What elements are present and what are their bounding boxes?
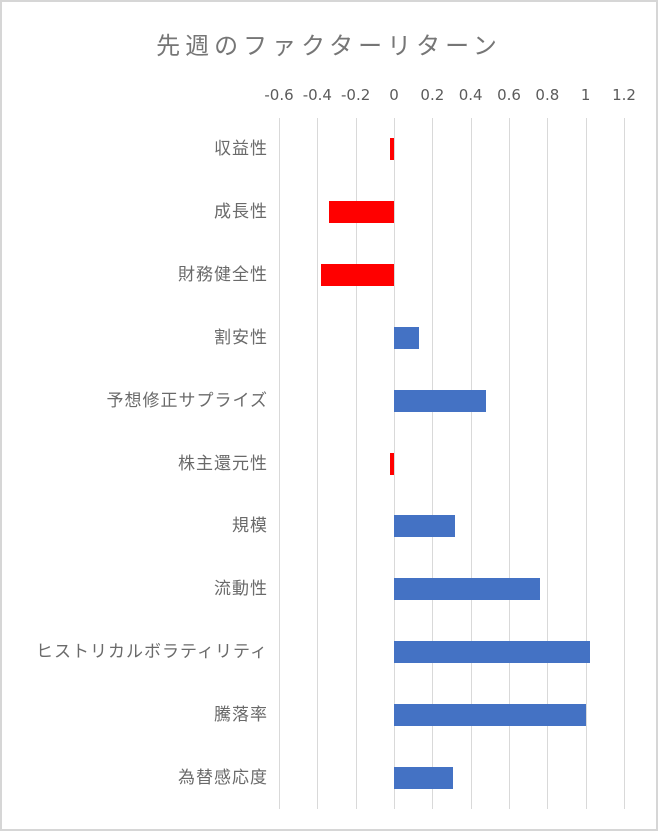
bar	[321, 264, 394, 287]
category-label: 収益性	[214, 139, 268, 160]
category-label: 予想修正サプライズ	[106, 390, 268, 411]
gridline	[547, 118, 549, 809]
x-axis-tick-label: -0.2	[341, 86, 371, 104]
x-axis-tick-label: -0.6	[264, 86, 294, 104]
gridline	[509, 118, 510, 809]
chart-title: 先週のファクターリターン	[156, 32, 502, 60]
gridline	[394, 118, 395, 809]
bar	[394, 766, 454, 789]
bar	[390, 452, 394, 475]
category-label: 規模	[232, 516, 268, 537]
bar	[394, 389, 486, 412]
x-axis-tick-label: 0.8	[535, 86, 560, 104]
bar	[328, 201, 394, 224]
category-label: 株主還元性	[178, 453, 268, 474]
x-axis-tick-label: 0.4	[458, 86, 483, 104]
bar	[394, 515, 456, 538]
x-axis-tick-label: 1	[580, 86, 591, 104]
category-label: ヒストリカルボラティリティ	[36, 641, 268, 662]
gridline	[432, 118, 434, 809]
bar	[390, 138, 394, 161]
category-label: 成長性	[214, 202, 268, 223]
gridline	[624, 118, 625, 809]
gridline	[470, 118, 472, 809]
category-label: 騰落率	[214, 704, 268, 725]
category-label: 為替感応度	[178, 767, 268, 788]
gridline	[355, 118, 357, 809]
gridline	[585, 118, 587, 809]
x-axis-tick-label: 1.2	[612, 86, 636, 104]
x-axis-tick-label: 0.6	[497, 86, 521, 104]
gridline	[317, 118, 319, 809]
bar	[394, 326, 419, 349]
x-axis-tick-label: 0.2	[420, 86, 445, 104]
bar	[394, 640, 590, 663]
bar	[394, 578, 540, 601]
category-label: 財務健全性	[178, 265, 268, 286]
bar	[394, 703, 586, 726]
category-label: 流動性	[214, 579, 268, 600]
x-axis-tick-label: -0.4	[302, 86, 332, 104]
x-axis-tick-label: 0	[389, 86, 399, 104]
gridline	[279, 118, 280, 809]
category-label: 割安性	[214, 327, 268, 348]
